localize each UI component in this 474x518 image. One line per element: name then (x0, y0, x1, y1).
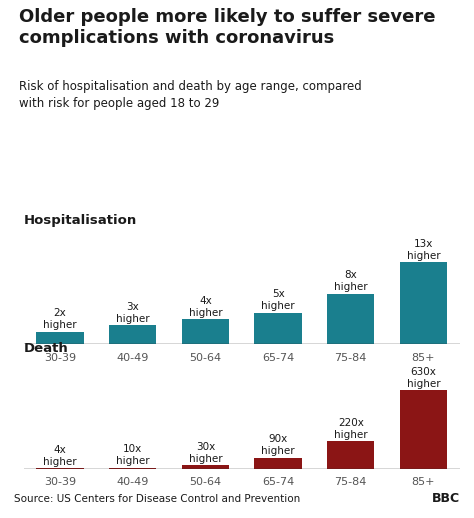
Text: 85+: 85+ (412, 353, 435, 363)
Text: 10x
higher: 10x higher (116, 444, 149, 466)
Text: 220x
higher: 220x higher (334, 418, 367, 440)
Text: 30-39: 30-39 (44, 477, 76, 487)
Text: 2x
higher: 2x higher (43, 308, 77, 330)
Bar (400, 390, 447, 469)
Text: Death: Death (24, 342, 68, 355)
Text: 3x
higher: 3x higher (116, 302, 149, 324)
Text: Older people more likely to suffer severe
complications with coronavirus: Older people more likely to suffer sever… (19, 8, 436, 47)
Bar (255, 313, 301, 344)
Text: Hospitalisation: Hospitalisation (24, 214, 137, 227)
Text: 30-39: 30-39 (44, 353, 76, 363)
Text: 5x
higher: 5x higher (261, 289, 295, 311)
Bar (182, 465, 229, 469)
Text: 75-84: 75-84 (335, 477, 367, 487)
Text: 65-74: 65-74 (262, 477, 294, 487)
Bar (255, 457, 301, 469)
Text: 50-64: 50-64 (189, 353, 221, 363)
Bar (36, 332, 83, 344)
Bar (109, 325, 156, 344)
Bar (109, 468, 156, 469)
Text: 85+: 85+ (412, 477, 435, 487)
Text: Source: US Centers for Disease Control and Prevention: Source: US Centers for Disease Control a… (14, 494, 301, 503)
Text: 4x
higher: 4x higher (189, 296, 222, 318)
Text: 50-64: 50-64 (189, 477, 221, 487)
Text: 30x
higher: 30x higher (189, 442, 222, 464)
Text: 630x
higher: 630x higher (407, 367, 440, 389)
Text: 75-84: 75-84 (335, 353, 367, 363)
Bar (327, 294, 374, 344)
Bar (327, 441, 374, 469)
Bar (400, 262, 447, 344)
Text: 90x
higher: 90x higher (261, 434, 295, 456)
Text: Risk of hospitalisation and death by age range, compared
with risk for people ag: Risk of hospitalisation and death by age… (19, 80, 362, 110)
Text: 4x
higher: 4x higher (43, 445, 77, 467)
Bar (182, 319, 229, 344)
Text: BBC: BBC (432, 492, 460, 505)
Text: 8x
higher: 8x higher (334, 270, 367, 292)
Text: 65-74: 65-74 (262, 353, 294, 363)
Text: 40-49: 40-49 (117, 353, 149, 363)
Text: 13x
higher: 13x higher (407, 239, 440, 261)
Text: 40-49: 40-49 (117, 477, 149, 487)
